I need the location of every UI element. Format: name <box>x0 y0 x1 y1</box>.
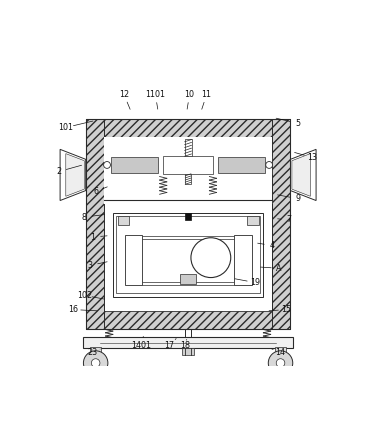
Text: 2: 2 <box>56 167 61 176</box>
Bar <box>104 298 272 311</box>
Bar <box>104 200 272 204</box>
Polygon shape <box>66 154 84 196</box>
Polygon shape <box>60 149 86 201</box>
Bar <box>182 184 194 196</box>
Text: 5: 5 <box>295 119 300 128</box>
Bar <box>142 236 235 239</box>
Polygon shape <box>291 149 316 201</box>
Text: A: A <box>276 264 282 273</box>
Circle shape <box>191 238 231 278</box>
Text: 16: 16 <box>68 305 78 314</box>
Circle shape <box>266 162 273 168</box>
Bar <box>185 139 192 156</box>
Bar <box>185 213 191 219</box>
Circle shape <box>276 359 285 367</box>
Bar <box>236 248 250 255</box>
Text: 4: 4 <box>269 241 275 250</box>
Bar <box>86 311 291 329</box>
Text: 3: 3 <box>87 261 92 270</box>
Bar <box>218 157 265 173</box>
Bar <box>272 119 291 329</box>
Bar <box>221 289 264 294</box>
Bar <box>247 216 259 225</box>
Circle shape <box>103 162 110 168</box>
Bar <box>142 282 235 285</box>
Bar <box>236 266 250 274</box>
Bar <box>86 119 104 329</box>
Circle shape <box>91 359 100 367</box>
Text: 11: 11 <box>201 90 211 99</box>
Text: 102: 102 <box>77 291 92 300</box>
Bar <box>113 289 155 294</box>
Bar <box>113 213 264 297</box>
Text: 12: 12 <box>119 90 129 99</box>
Text: 23: 23 <box>88 348 98 357</box>
Bar <box>116 216 260 293</box>
Text: 6: 6 <box>93 187 98 196</box>
Polygon shape <box>292 154 310 196</box>
Bar <box>126 248 141 255</box>
Bar <box>86 119 291 138</box>
Bar <box>86 119 291 329</box>
Text: 1101: 1101 <box>145 90 166 99</box>
Text: 1401: 1401 <box>131 341 151 349</box>
Bar <box>126 257 141 264</box>
Bar <box>236 257 250 264</box>
Bar <box>90 347 101 353</box>
Bar <box>126 266 141 274</box>
Bar <box>83 337 293 348</box>
Text: 7: 7 <box>287 215 292 225</box>
Text: 1: 1 <box>90 233 95 242</box>
Text: 15: 15 <box>281 305 291 314</box>
Circle shape <box>268 351 293 375</box>
Bar <box>163 156 213 174</box>
Bar <box>111 157 158 173</box>
Bar <box>235 235 251 285</box>
Bar <box>104 138 272 311</box>
Bar <box>180 274 196 284</box>
Text: 19: 19 <box>250 278 260 287</box>
Text: 8: 8 <box>82 213 87 222</box>
Bar <box>125 235 142 285</box>
Bar <box>182 348 194 355</box>
Text: 101: 101 <box>58 123 73 132</box>
Bar <box>126 239 141 246</box>
Bar <box>117 216 129 225</box>
Bar <box>236 239 250 246</box>
Bar <box>126 275 141 282</box>
Text: 10: 10 <box>185 90 195 99</box>
Text: 17: 17 <box>164 341 175 349</box>
Bar <box>236 275 250 282</box>
Text: 13: 13 <box>307 153 317 162</box>
Text: 9: 9 <box>295 194 300 203</box>
Circle shape <box>83 351 108 375</box>
Text: 18: 18 <box>180 341 190 349</box>
Bar <box>275 347 286 353</box>
Text: 14: 14 <box>276 348 286 357</box>
Bar <box>185 174 191 184</box>
Bar <box>111 157 158 173</box>
Bar <box>218 157 265 173</box>
Bar <box>104 156 272 174</box>
